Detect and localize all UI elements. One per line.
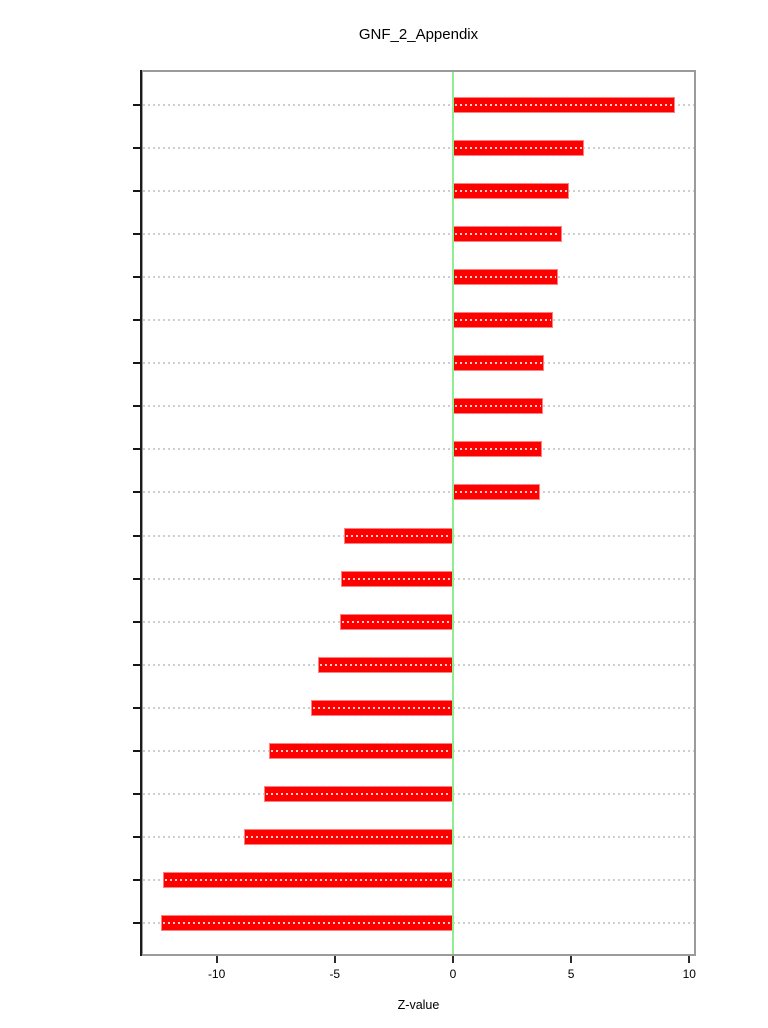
- bar: [452, 398, 543, 415]
- bar: [452, 96, 676, 113]
- bar: [452, 355, 544, 372]
- bar-inner-dotted-line: [313, 706, 451, 709]
- y-tick-mark: [133, 232, 141, 235]
- bar-inner-dotted-line: [165, 879, 451, 882]
- bar: [311, 699, 453, 716]
- plot-area: [141, 70, 696, 956]
- y-tick-mark: [133, 448, 141, 451]
- bar-inner-dotted-line: [270, 750, 451, 752]
- y-tick-mark: [133, 362, 141, 365]
- x-tick-mark: [333, 956, 336, 963]
- x-tick-mark: [215, 956, 218, 963]
- y-tick-mark: [133, 706, 141, 709]
- bar-inner-dotted-line: [163, 922, 451, 925]
- x-tick-label: 10: [682, 967, 696, 981]
- y-tick-mark: [133, 879, 141, 882]
- grid-line: [143, 448, 694, 451]
- y-tick-mark: [133, 836, 141, 839]
- bar: [452, 182, 569, 199]
- y-tick-mark: [133, 275, 141, 278]
- bar: [452, 268, 559, 285]
- bar-inner-dotted-line: [454, 232, 560, 235]
- bar-inner-dotted-line: [454, 405, 541, 408]
- bar: [161, 915, 453, 932]
- zero-reference-line: [451, 72, 454, 954]
- x-tick-label: -5: [329, 967, 341, 981]
- bar: [452, 484, 541, 501]
- bar-inner-dotted-line: [265, 793, 451, 796]
- bar: [339, 613, 453, 630]
- y-tick-mark: [133, 491, 141, 494]
- grid-line: [143, 275, 694, 278]
- x-tick-mark: [451, 956, 454, 963]
- y-tick-mark: [133, 577, 141, 580]
- grid-line: [143, 189, 694, 192]
- y-tick-mark: [133, 405, 141, 408]
- bar-inner-dotted-line: [454, 491, 539, 494]
- bar: [452, 312, 554, 328]
- y-axis-labels: [0, 70, 141, 956]
- bar-inner-dotted-line: [341, 620, 451, 623]
- bar: [344, 527, 453, 544]
- bar-inner-dotted-line: [454, 275, 557, 278]
- x-tick-mark: [570, 956, 573, 963]
- bar: [243, 829, 453, 846]
- grid-line: [143, 319, 694, 321]
- bar-inner-dotted-line: [454, 189, 567, 192]
- y-tick-mark: [133, 103, 141, 106]
- bar-inner-dotted-line: [454, 448, 540, 451]
- bar-inner-dotted-line: [346, 534, 451, 537]
- bar: [452, 225, 562, 242]
- y-axis-line: [140, 70, 142, 956]
- y-tick-mark: [133, 663, 141, 666]
- y-tick-mark: [133, 319, 141, 321]
- chart-title: GNF_2_Appendix: [358, 26, 479, 43]
- bar: [163, 872, 453, 889]
- y-tick-mark: [133, 146, 141, 149]
- bar: [452, 441, 542, 458]
- x-axis-title: Z-value: [397, 998, 440, 1012]
- bar-inner-dotted-line: [454, 362, 542, 365]
- grid-line: [143, 362, 694, 365]
- bar-inner-dotted-line: [245, 836, 451, 839]
- x-tick-label: -10: [207, 967, 226, 981]
- bar-inner-dotted-line: [342, 577, 451, 580]
- y-tick-mark: [133, 922, 141, 925]
- y-tick-mark: [133, 793, 141, 796]
- bar-inner-dotted-line: [454, 146, 583, 149]
- bar: [452, 139, 585, 156]
- y-tick-mark: [133, 620, 141, 623]
- grid-line: [143, 491, 694, 494]
- bar-inner-dotted-line: [454, 319, 552, 321]
- y-tick-mark: [133, 534, 141, 537]
- x-tick-mark: [688, 956, 691, 963]
- bar: [318, 656, 453, 673]
- bar-inner-dotted-line: [320, 663, 451, 666]
- bar: [340, 570, 453, 587]
- y-tick-mark: [133, 189, 141, 192]
- y-tick-mark: [133, 750, 141, 752]
- bar-inner-dotted-line: [454, 103, 674, 106]
- grid-line: [143, 405, 694, 408]
- grid-line: [143, 103, 694, 106]
- x-tick-label: 5: [567, 967, 575, 981]
- grid-line: [143, 146, 694, 149]
- grid-line: [143, 232, 694, 235]
- bar: [263, 786, 453, 803]
- x-tick-label: 0: [449, 967, 457, 981]
- bar: [268, 743, 453, 759]
